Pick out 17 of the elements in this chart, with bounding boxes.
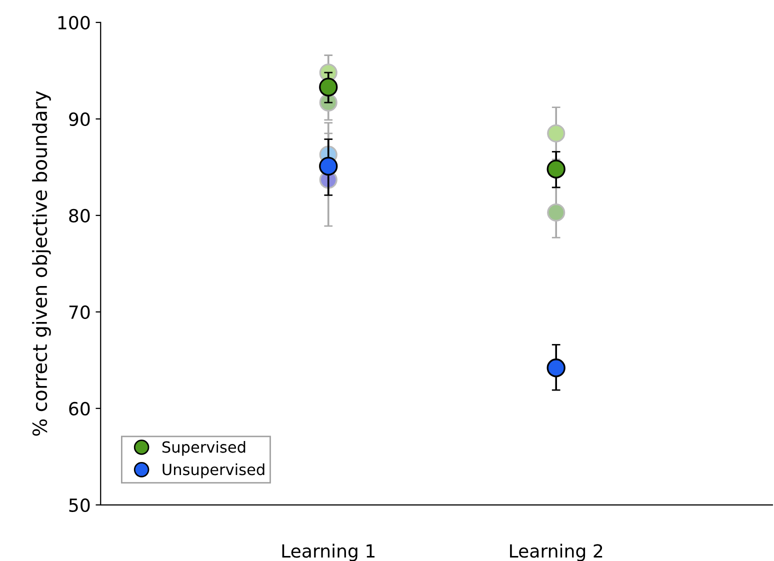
y-tick-label: 80: [69, 208, 90, 223]
point: [319, 78, 338, 96]
point: [547, 124, 566, 142]
x-tick-label: Learning 2: [510, 544, 602, 561]
legend-label: Supervised: [162, 440, 246, 456]
point: [547, 203, 566, 222]
point: [319, 156, 338, 176]
x-tick-label: Learning 1: [282, 544, 374, 561]
y-tick-label: 70: [69, 305, 90, 320]
point: [546, 160, 566, 178]
legend-label: Unsupervised: [162, 463, 264, 478]
y-tick-label: 90: [69, 112, 90, 126]
y-tick-label: 60: [69, 402, 90, 416]
y-tick-label: 50: [69, 498, 90, 512]
y-axis-title: % correct given objective boundary: [32, 91, 51, 436]
y-tick-label: 100: [58, 16, 90, 30]
point: [546, 358, 566, 378]
